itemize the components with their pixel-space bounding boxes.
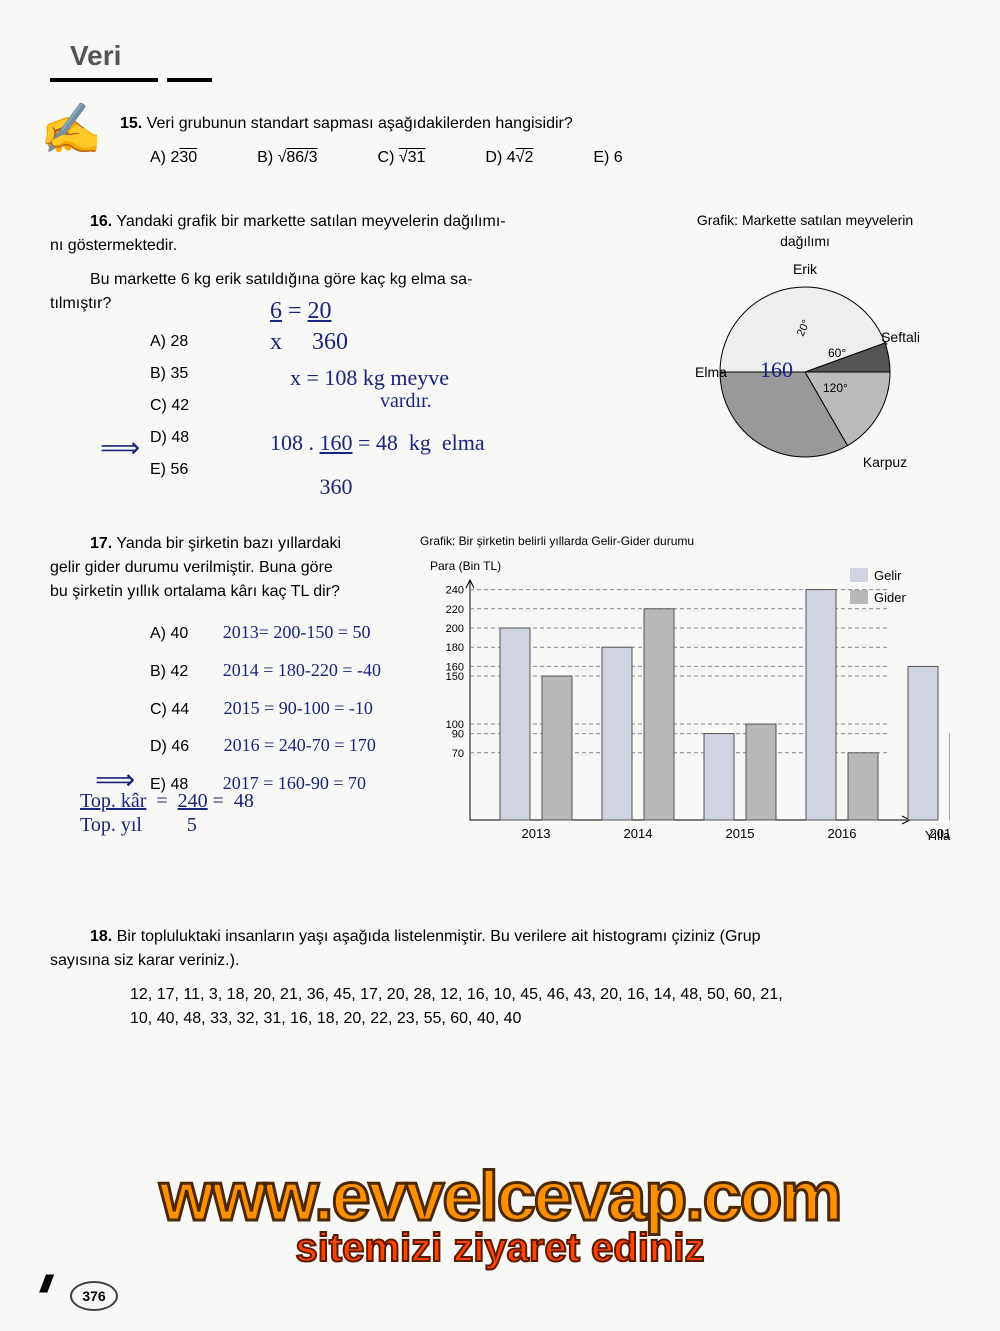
q18-text1: Bir topluluktaki insanların yaşı aşağıda… — [117, 928, 761, 945]
pie-chart: Erik Şeftali Karpuz Elma 60° 120° 20° 16… — [675, 262, 935, 482]
q16-text2: nı göstermektedir. — [50, 234, 640, 258]
q17-opt-c: C) 44 — [150, 701, 189, 718]
svg-text:2014: 2014 — [624, 826, 653, 841]
question-15: ✍ 15. Veri grubunun standart sapması aşa… — [50, 112, 950, 170]
bar-2013-gider — [542, 676, 572, 820]
hw-q16-eq3: vardır. — [380, 381, 432, 421]
footer-slash: /// — [40, 1271, 48, 1299]
svg-text:160: 160 — [446, 661, 464, 673]
svg-text:2016: 2016 — [828, 826, 857, 841]
header-divider — [50, 78, 950, 82]
watermark: www.evvelcevap.com sitemizi ziyaret edin… — [0, 1156, 1000, 1271]
bar-2015-gelir — [704, 734, 734, 820]
hw-q16-eq4: 108 . 160 = 48 kg elma 360 — [270, 421, 485, 509]
legend-gelir: Gelir — [874, 568, 902, 583]
q15-opt-a: A) 230 — [150, 146, 197, 170]
hw-160: 160 — [760, 357, 793, 382]
label-erik: Erik — [793, 262, 818, 277]
legend-gelir-box — [850, 568, 868, 582]
handwritten-doodle: ✍ — [40, 92, 102, 167]
svg-text:70: 70 — [452, 748, 464, 760]
q18-text2: sayısına siz karar veriniz.). — [50, 949, 950, 973]
q17-opt-a: A) 40 — [150, 625, 188, 642]
q15-opt-d: D) 4√2 — [485, 146, 533, 170]
q16-opt-a: A) 28 — [150, 326, 640, 358]
svg-text:200: 200 — [446, 623, 464, 635]
svg-text:220: 220 — [446, 604, 464, 616]
bar-2014-gider — [644, 609, 674, 820]
pie-subtitle: dağılımı — [660, 231, 950, 252]
label-seftali: Şeftali — [881, 329, 920, 345]
q17-text1: Yanda bir şirketin bazı yıllardaki — [116, 535, 341, 552]
legend-gider: Gider — [874, 590, 906, 605]
bar-title: Grafik: Bir şirketin belirli yıllarda Ge… — [420, 532, 950, 550]
hw-q16-eq1: 6 = 20x 360 — [270, 296, 348, 358]
q16-text1: Yandaki grafik bir markette satılan meyv… — [116, 213, 505, 230]
question-16: 16. Yandaki grafik bir markette satılan … — [50, 210, 950, 492]
q18-data1: 12, 17, 11, 3, 18, 20, 21, 36, 45, 17, 2… — [130, 983, 950, 1007]
watermark-sub: sitemizi ziyaret ediniz — [0, 1226, 1000, 1271]
svg-text:180: 180 — [446, 642, 464, 654]
q15-opt-c: C) √31 — [378, 146, 426, 170]
q17-text2: gelir gider durumu verilmiştir. Buna gör… — [50, 556, 400, 580]
q17-number: 17. — [90, 535, 112, 552]
bar-2016-gelir — [806, 590, 836, 820]
svg-text:2013: 2013 — [522, 826, 551, 841]
page-number: 376 — [70, 1281, 118, 1311]
svg-text:240: 240 — [446, 585, 464, 597]
xlabel: Yıllar — [925, 828, 950, 843]
bar-2014-gelir — [602, 647, 632, 820]
bar-2013-gelir — [500, 628, 530, 820]
bar-2015-gider — [746, 724, 776, 820]
watermark-url: www.evvelcevap.com — [0, 1156, 1000, 1236]
q17-opt-d: D) 46 — [150, 738, 189, 755]
q16-number: 16. — [90, 213, 112, 230]
legend-gider-box — [850, 590, 868, 604]
q15-number: 15. — [120, 115, 142, 132]
question-18: 18. Bir topluluktaki insanların yaşı aşa… — [50, 925, 950, 1031]
q18-number: 18. — [90, 928, 112, 945]
q15-opt-e: E) 6 — [593, 146, 622, 170]
hw-q17-l3: 2015 = 90-100 = -10 — [224, 698, 373, 718]
svg-text:2015: 2015 — [726, 826, 755, 841]
q17-text3: bu şirketin yıllık ortalama kârı kaç TL … — [50, 580, 400, 604]
bar-2016-gider — [848, 753, 878, 820]
label-elma: Elma — [695, 364, 727, 380]
hw-q17-sum: Top. kâr = 240 = 48Top. yıl 5 — [80, 789, 254, 837]
q18-data2: 10, 40, 48, 33, 32, 31, 16, 18, 20, 22, … — [130, 1007, 950, 1031]
page-title: Veri — [70, 40, 950, 72]
hw-answer-mark-16: ⟹ — [100, 421, 140, 477]
ylabel: Para (Bin TL) — [430, 559, 501, 573]
angle-60: 60° — [828, 346, 846, 360]
hw-q17-l4: 2016 = 240-70 = 170 — [224, 735, 376, 755]
question-17: 17. Yanda bir şirketin bazı yıllardaki g… — [50, 532, 950, 865]
q15-opt-b: B) √86/3 — [257, 146, 317, 170]
bar-chart: Para (Bin TL) Gelir Gider 70901001501601… — [420, 550, 950, 860]
angle-120: 120° — [823, 381, 848, 395]
q17-opt-b: B) 42 — [150, 663, 188, 680]
label-karpuz: Karpuz — [863, 454, 907, 470]
svg-text:100: 100 — [446, 719, 464, 731]
pie-title: Grafik: Markette satılan meyvelerin — [660, 210, 950, 231]
hw-q17-l1: 2013= 200-150 = 50 — [223, 622, 371, 642]
hw-q17-l2: 2014 = 180-220 = -40 — [223, 660, 381, 680]
q16-text3: Bu markette 6 kg erik satıldığına göre k… — [90, 268, 640, 292]
q15-text: Veri grubunun standart sapması aşağıdaki… — [147, 115, 573, 132]
bar-2017-gelir — [908, 666, 938, 820]
